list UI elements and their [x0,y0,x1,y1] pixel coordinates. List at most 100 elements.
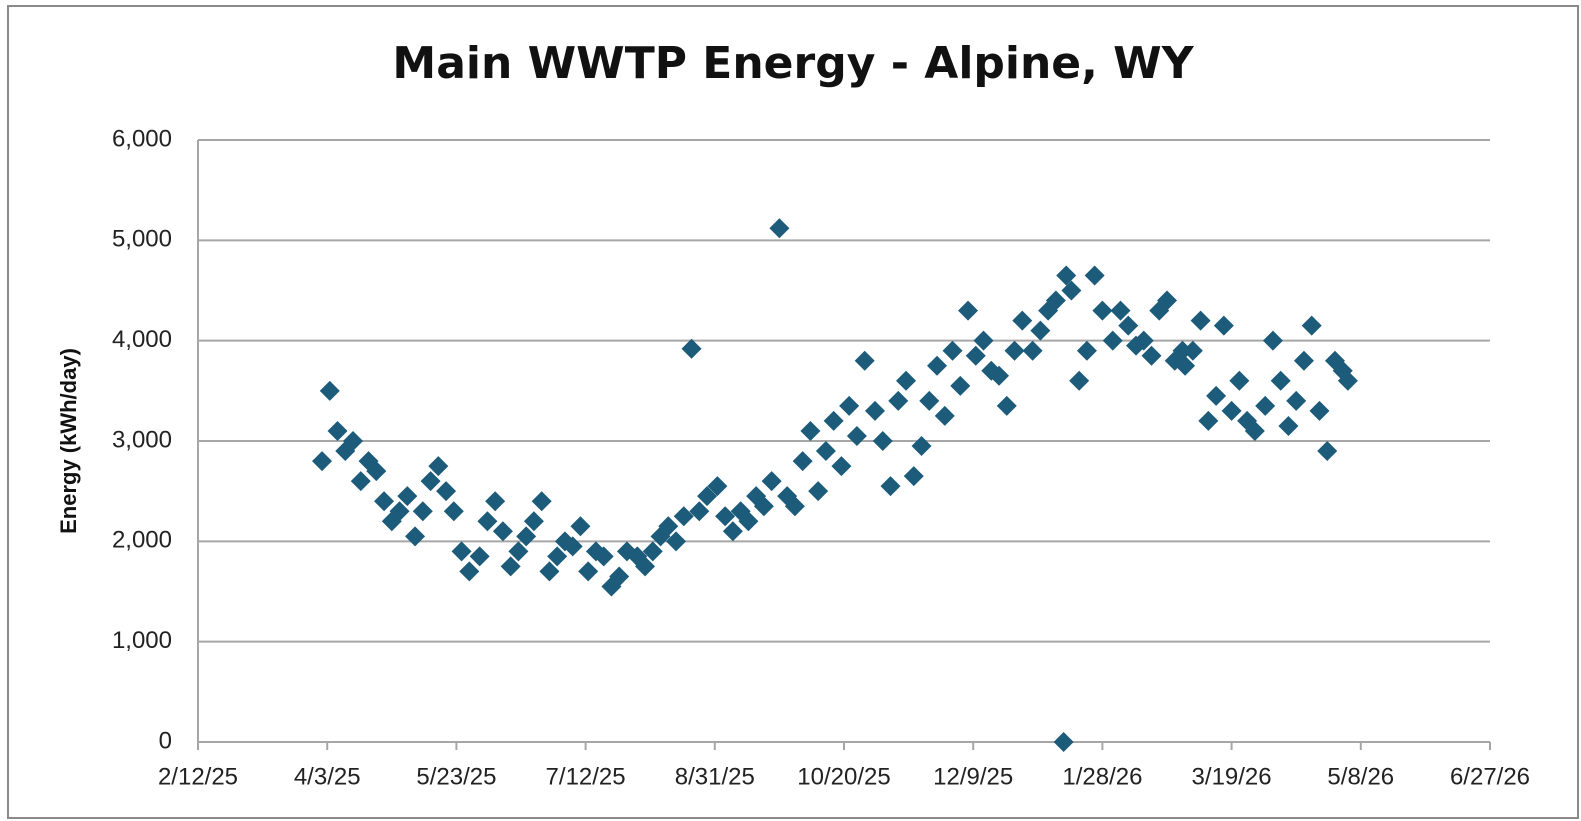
data-point [872,431,893,451]
data-point [531,491,552,512]
data-point [1110,300,1131,321]
data-point [1030,320,1051,341]
data-point [919,390,940,411]
data-point [319,380,340,401]
data-point [508,541,529,562]
data-point [1084,265,1105,286]
data-point [823,410,844,431]
data-point [1102,330,1123,351]
data-point [839,395,860,416]
data-point [1229,370,1250,391]
data-point [609,566,630,587]
data-point [1053,732,1074,752]
data-point [420,471,441,492]
data-point [1022,340,1043,361]
data-point [666,531,687,552]
data-point [1076,340,1097,361]
data-point [327,420,348,441]
y-tick-label: 3,000 [112,426,172,453]
data-point [707,476,728,497]
data-point [815,441,836,462]
data-point [1286,390,1307,411]
data-point [1141,345,1162,366]
data-point [1278,415,1299,436]
data-point [689,501,710,522]
data-point [1069,370,1090,391]
data-point [1172,340,1193,361]
data-point [1133,330,1154,351]
chart-border [7,5,1579,819]
x-tick-label: 2/12/25 [158,763,238,790]
data-point [1198,410,1219,431]
data-point [854,350,875,371]
data-point [673,506,694,527]
data-point [516,526,537,547]
data-point [831,456,852,477]
data-point [350,471,371,492]
data-point [1190,310,1211,331]
y-tick-label: 6,000 [112,125,172,152]
data-point [374,491,395,512]
data-point [578,561,599,582]
data-point [642,541,663,562]
y-tick-label: 1,000 [112,627,172,654]
data-point [1293,350,1314,371]
data-point [523,511,544,532]
data-point [1309,400,1330,421]
data-point [738,511,759,532]
data-point [436,481,457,502]
data-point [911,436,932,457]
data-point [1213,315,1234,336]
data-point [366,461,387,482]
data-point [389,501,410,522]
data-point [792,451,813,472]
data-point [312,451,333,472]
chart-title: Main WWTP Energy - Alpine, WY [392,38,1194,89]
data-point [903,466,924,487]
data-point [973,330,994,351]
data-point [1056,265,1077,286]
x-tick-label: 12/9/25 [933,763,1013,790]
x-tick-label: 10/20/25 [797,763,890,790]
data-point [593,546,614,567]
data-point [1337,370,1358,391]
data-point [722,521,743,542]
data-point [500,556,521,577]
data-point [1175,355,1196,376]
data-point [896,370,917,391]
data-point [469,546,490,567]
data-point [635,556,656,577]
data-point [950,375,971,396]
data-point [965,345,986,366]
data-point [570,516,591,537]
data-point [769,218,790,239]
data-point [942,340,963,361]
data-point [753,496,774,517]
data-point [428,456,449,477]
data-point [539,561,560,582]
data-point [1045,290,1066,311]
data-point [1270,370,1291,391]
data-point [443,501,464,522]
data-point [958,300,979,321]
data-point [485,491,506,512]
y-tick-label: 2,000 [112,527,172,554]
x-tick-label: 5/8/26 [1327,763,1394,790]
data-point [846,425,867,446]
data-point [1004,340,1025,361]
data-point [451,541,472,562]
data-point [1317,441,1338,462]
data-point [1206,385,1227,406]
data-point [562,536,583,557]
data-point [1262,330,1283,351]
data-point [397,486,418,507]
data-point [888,390,909,411]
data-point [547,546,568,567]
data-point [996,395,1017,416]
data-point [477,511,498,532]
data-point [927,355,948,376]
x-tick-label: 1/28/26 [1062,763,1142,790]
x-tick-label: 3/19/26 [1192,763,1272,790]
data-point [989,365,1010,386]
